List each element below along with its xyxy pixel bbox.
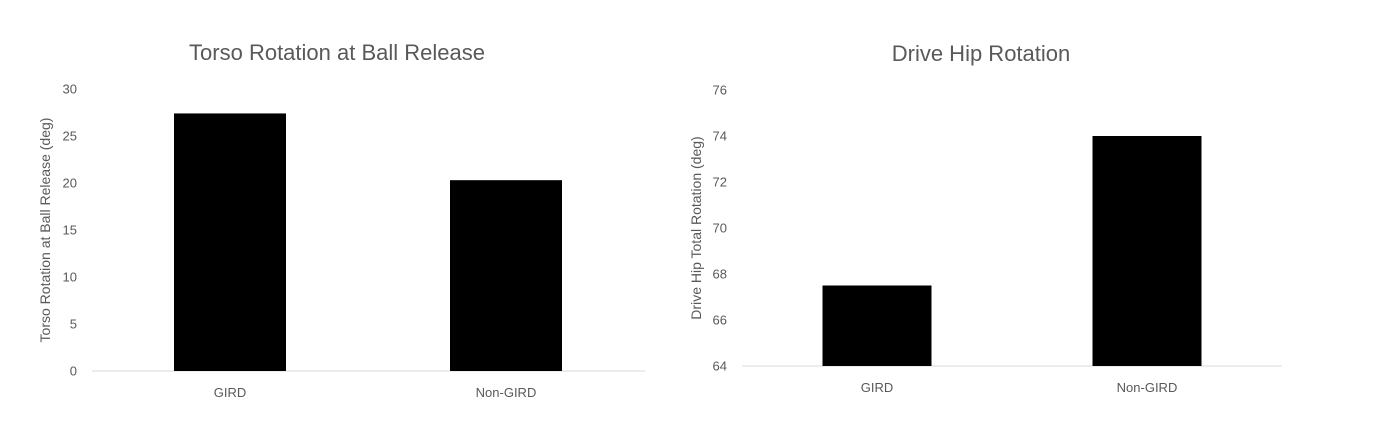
category-label: GIRD bbox=[861, 380, 894, 395]
y-tick-labels: 0 5 10 15 20 25 30 bbox=[63, 82, 77, 379]
bars bbox=[822, 136, 1202, 366]
y-tick-label: 76 bbox=[713, 83, 727, 98]
bar-non-gird bbox=[450, 180, 562, 371]
bar-non-gird bbox=[1092, 136, 1202, 366]
bars bbox=[174, 113, 562, 371]
y-axis-label: Torso Rotation at Ball Release (deg) bbox=[37, 118, 53, 343]
y-axis-label: Drive Hip Total Rotation (deg) bbox=[688, 136, 704, 319]
y-tick-label: 25 bbox=[63, 129, 77, 144]
chart-title: Torso Rotation at Ball Release bbox=[189, 40, 485, 65]
chart-title: Drive Hip Rotation bbox=[892, 41, 1071, 66]
y-tick-label: 15 bbox=[63, 223, 77, 238]
drive-hip-rotation-chart: Drive Hip Rotation Drive Hip Total Rotat… bbox=[688, 41, 1282, 395]
y-tick-label: 70 bbox=[713, 221, 727, 236]
category-labels: GIRD Non-GIRD bbox=[214, 385, 537, 400]
category-label: Non-GIRD bbox=[1117, 380, 1178, 395]
y-tick-label: 30 bbox=[63, 82, 77, 97]
y-tick-label: 10 bbox=[63, 270, 77, 285]
y-tick-label: 5 bbox=[70, 317, 77, 332]
category-label: GIRD bbox=[214, 385, 247, 400]
y-tick-label: 72 bbox=[713, 175, 727, 190]
y-tick-label: 68 bbox=[713, 267, 727, 282]
bar-gird bbox=[822, 285, 932, 366]
y-tick-label: 0 bbox=[70, 364, 77, 379]
bar-gird bbox=[174, 113, 286, 371]
torso-rotation-chart: Torso Rotation at Ball Release Torso Rot… bbox=[37, 40, 645, 400]
category-label: Non-GIRD bbox=[476, 385, 537, 400]
y-tick-labels: 64 66 68 70 72 74 76 bbox=[713, 83, 727, 374]
y-tick-label: 66 bbox=[713, 313, 727, 328]
y-tick-label: 64 bbox=[713, 359, 727, 374]
y-tick-label: 74 bbox=[713, 129, 727, 144]
category-labels: GIRD Non-GIRD bbox=[861, 380, 1178, 395]
y-tick-label: 20 bbox=[63, 176, 77, 191]
